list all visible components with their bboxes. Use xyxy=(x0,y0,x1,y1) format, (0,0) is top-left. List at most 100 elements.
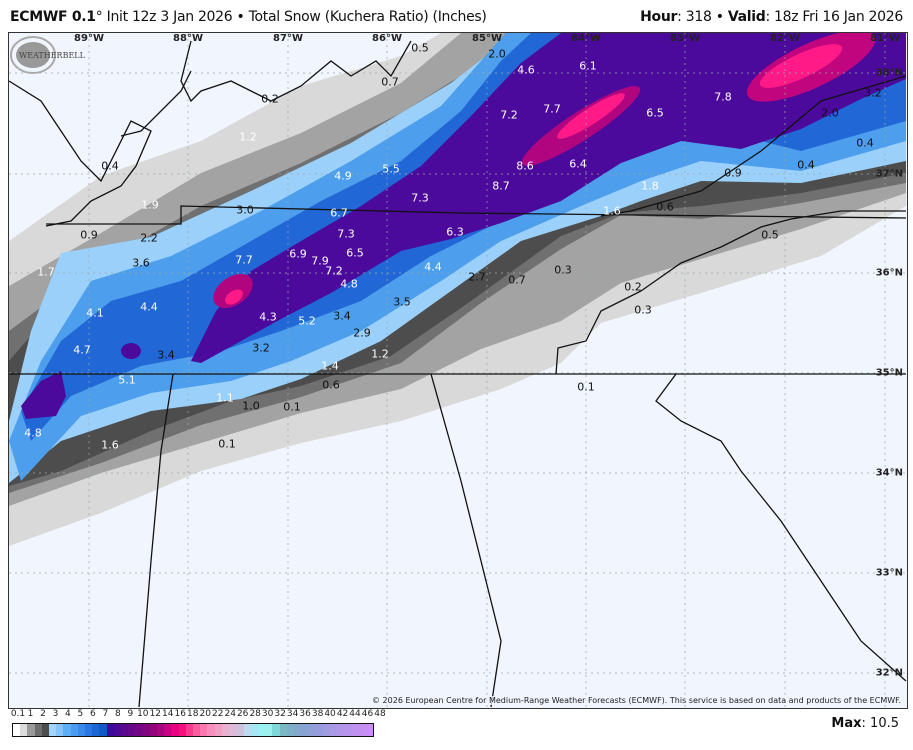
snow-total-label: 3.4 xyxy=(333,309,351,323)
legend-swatch xyxy=(322,724,330,736)
valid-time: Hour: 318 • Valid: 18z Fri 16 Jan 2026 xyxy=(640,9,903,25)
snow-band-6 xyxy=(191,33,906,363)
snow-total-label: 0.4 xyxy=(856,136,874,150)
latitude-label: 34°N xyxy=(875,467,903,479)
legend-swatch xyxy=(63,724,71,736)
state-borders xyxy=(9,40,907,708)
legend-label: 14 xyxy=(162,709,174,719)
snow-total-label: 1.2 xyxy=(239,130,257,144)
snow-total-label: 4.8 xyxy=(24,426,42,440)
snow-total-label: 1.9 xyxy=(141,198,159,212)
title-details: ° Init 12z 3 Jan 2026 • Total Snow (Kuch… xyxy=(95,9,487,25)
snow-total-label: 0.5 xyxy=(411,41,429,55)
legend-label: 1 xyxy=(27,709,34,719)
snow-total-label: 0.6 xyxy=(322,378,340,392)
legend-label: 22 xyxy=(211,709,224,719)
legend-swatch xyxy=(236,724,244,736)
legend-swatch xyxy=(351,724,359,736)
longitude-label: 86°W xyxy=(372,33,402,44)
snow-total-label: 0.5 xyxy=(761,228,779,242)
legend-swatch xyxy=(293,724,302,736)
legend-swatch xyxy=(358,724,366,736)
snow-total-label: 3.5 xyxy=(393,295,411,309)
legend-label: 44 xyxy=(349,709,361,719)
snow-total-label: 8.6 xyxy=(516,159,534,173)
legend-swatch xyxy=(99,724,107,736)
hour-value: : 318 • xyxy=(677,9,728,25)
snow-band-6-sw xyxy=(21,371,66,419)
snow-total-label: 4.7 xyxy=(73,343,91,357)
snow-total-label: 6.9 xyxy=(289,247,307,261)
logo-text: WEATHERBELL xyxy=(19,51,86,60)
snow-total-label: 7.2 xyxy=(325,264,343,278)
snow-total-label: 2.0 xyxy=(488,47,506,61)
snow-total-label: 7.7 xyxy=(543,102,561,116)
legend-label: 4 xyxy=(65,709,71,719)
legend-label: 0.1 xyxy=(10,709,26,719)
max-value: Max: 10.5 xyxy=(831,716,899,731)
snow-total-label: 0.3 xyxy=(554,263,572,277)
legend-swatch xyxy=(41,724,50,736)
legend-label: 36 xyxy=(299,709,311,719)
legend-label: 7 xyxy=(102,709,109,719)
legend-swatch xyxy=(329,724,338,736)
legend-swatch xyxy=(164,724,172,736)
snow-total-label: 4.4 xyxy=(140,300,158,314)
legend-swatch xyxy=(135,724,143,736)
snowfall-map: 89°W 88°W 87°W 86°W 85°W 84°W 83°W 82°W … xyxy=(8,32,908,709)
snow-total-label: 0.6 xyxy=(656,200,674,214)
legend-swatch xyxy=(27,724,35,736)
legend-swatch xyxy=(229,724,237,736)
legend-label: 9 xyxy=(127,709,134,719)
snow-total-label: 0.1 xyxy=(577,380,595,394)
legend-swatch xyxy=(221,724,230,736)
legend-swatch xyxy=(337,724,345,736)
snow-field xyxy=(9,33,907,708)
snow-total-label: 1.6 xyxy=(101,438,119,452)
snow-total-label: 4.1 xyxy=(86,306,104,320)
longitude-label: 89°W xyxy=(74,33,104,44)
legend-swatch xyxy=(13,724,21,736)
legend-label: 6 xyxy=(90,709,96,719)
snow-total-label: 6.7 xyxy=(330,206,348,220)
latitude-label: 33°N xyxy=(875,567,903,579)
latitude-label: 35°N xyxy=(875,367,903,379)
copyright-notice: © 2026 European Centre for Medium-Range … xyxy=(372,696,901,705)
legend-swatch xyxy=(301,724,309,736)
snow-total-label: 1.8 xyxy=(641,179,659,193)
snow-total-label: 6.5 xyxy=(346,246,364,260)
legend-swatch xyxy=(178,724,186,736)
snow-total-label: 3.4 xyxy=(157,348,175,362)
longitude-label: 84°W xyxy=(571,33,601,44)
snow-total-label: 7.2 xyxy=(500,108,518,122)
legend-swatch xyxy=(265,724,273,736)
snow-total-label: 0.9 xyxy=(724,166,742,180)
snow-total-label: 3.0 xyxy=(236,203,254,217)
legend-swatch xyxy=(308,724,316,736)
legend-swatch xyxy=(49,724,57,736)
snow-total-label: 5.2 xyxy=(298,314,316,328)
snow-total-label: 6.4 xyxy=(569,157,587,171)
valid-label: Valid xyxy=(727,9,766,25)
max-number: : 10.5 xyxy=(861,716,899,731)
snow-total-label: 0.4 xyxy=(797,158,815,172)
snow-total-label: 4.6 xyxy=(517,63,535,77)
legend-swatch xyxy=(207,724,215,736)
snow-total-label: 0.2 xyxy=(624,280,642,294)
legend-swatch xyxy=(106,724,114,736)
legend-label: 30 xyxy=(261,709,274,719)
snow-total-label: 3.6 xyxy=(132,256,150,270)
legend-swatch xyxy=(20,724,28,736)
legend-label: 18 xyxy=(187,709,199,719)
legend-label: 8 xyxy=(114,709,121,719)
longitude-label: 81°W xyxy=(870,33,900,44)
map-title: ECMWF 0.1° Init 12z 3 Jan 2026 • Total S… xyxy=(10,9,487,25)
snow-total-label: 0.1 xyxy=(218,437,236,451)
legend-label: 5 xyxy=(77,709,84,719)
snow-total-label: 1.0 xyxy=(242,399,260,413)
snow-total-label: 5.5 xyxy=(382,162,400,176)
snow-total-label: 6.3 xyxy=(446,225,464,239)
snow-total-label: 4.8 xyxy=(340,277,358,291)
snow-total-label: 7.9 xyxy=(311,254,329,268)
snow-total-label: 1.7 xyxy=(37,265,55,279)
